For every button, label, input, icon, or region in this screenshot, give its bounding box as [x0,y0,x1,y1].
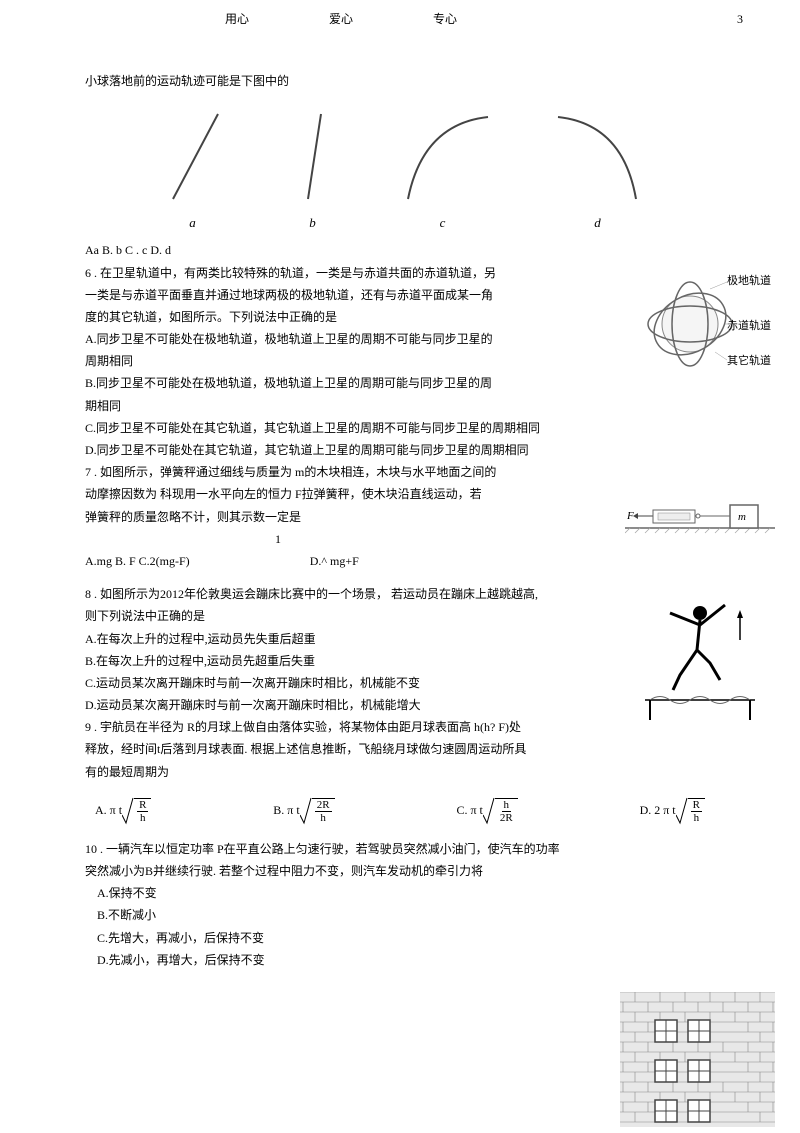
q6-line3: 度的其它轨道，如图所示。下列说法中正确的是 [85,308,715,327]
question-7: F m 7 . 如图所示，弹簧秤通过细线与质量为 m的木块相连，木块与水平地面之… [85,463,715,571]
trajectory-c-icon [393,109,493,204]
trajectory-label-c: c [393,213,493,234]
svg-text:赤道轨道: 赤道轨道 [727,318,771,332]
q7-line3: 弹簧秤的质量忽略不计，则其示数一定是 [85,508,715,527]
q7-options-left: A.mg B. F C.2(mg-F) [85,552,190,571]
q6-line2: 一类是与赤道平面垂直并通过地球两极的极地轨道，还有与赤道平面成某一角 [85,286,715,305]
q7-line1: 7 . 如图所示，弹簧秤通过细线与质量为 m的木块相连，木块与水平地面之间的 [85,463,715,482]
q9-line2: 释放，经时间t后落到月球表面. 根据上述信息推断，飞船绕月球做匀速圆周运动所具 [85,740,715,759]
header-text-2: 爱心 [329,10,353,29]
trajectory-label-a: a [153,213,233,234]
page-header: 用心 爱心 专心 3 [0,0,800,69]
question-8: 8 . 如图所示为2012年伦敦奥运会蹦床比赛中的一个场景， 若运动员在蹦床上越… [85,585,715,715]
q10-optC: C.先增大，再减小，后保持不变 [85,929,715,948]
trajectory-diagrams: a b c d [85,94,715,238]
svg-text:极地轨道: 极地轨道 [727,273,771,287]
trajectory-label-b: b [288,213,338,234]
q6-optA-2: 周期相同 [85,352,715,371]
q5-answers: Aa B. b C . c D. d [85,241,715,260]
q9-line3: 有的最短周期为 [85,763,715,782]
q8-optA: A.在每次上升的过程中,运动员先失重后超重 [85,630,715,649]
trajectory-label-d: d [548,213,648,234]
page-number: 3 [737,10,743,29]
q8-optC: C.运动员某次离开蹦床时与前一次离开蹦床时相比，机械能不变 [85,674,715,693]
svg-text:其它轨道: 其它轨道 [727,353,771,367]
q6-optB-2: 期相同 [85,397,715,416]
q10-optB: B.不断减小 [85,906,715,925]
spring-diagram: F m [625,493,775,544]
q8-optB: B.在每次上升的过程中,运动员先超重后失重 [85,652,715,671]
question-6: 极地轨道 赤道轨道 其它轨道 6 . 在卫星轨道中，有两类比较特殊的轨道，一类是… [85,264,715,461]
q9-line1: 9 . 宇航员在半径为 R的月球上做自由落体实验，将某物体由距月球表面高 h(h… [85,718,715,737]
trajectory-a-icon [153,109,233,204]
header-text-3: 专心 [433,10,457,29]
q9-optA: A. π t Rh [95,795,151,827]
q6-optA-1: A.同步卫星不可能处在极地轨道，极地轨道上卫星的周期不可能与同步卫星的 [85,330,715,349]
gymnast-diagram [645,595,755,731]
brick-wall-diagram [620,992,775,1133]
q6-optC: C.同步卫星不可能处在其它轨道，其它轨道上卫星的周期不可能与同步卫星的周期相同 [85,419,715,438]
intro-text: 小球落地前的运动轨迹可能是下图中的 [85,72,715,91]
svg-text:F: F [626,510,634,522]
trajectory-b-icon [288,109,338,204]
q6-optB-1: B.同步卫星不可能处在极地轨道，极地轨道上卫星的周期可能与同步卫星的周 [85,374,715,393]
q10-optA: A.保持不变 [85,884,715,903]
q8-line1: 8 . 如图所示为2012年伦敦奥运会蹦床比赛中的一个场景， 若运动员在蹦床上越… [85,585,715,604]
svg-text:m: m [738,511,746,523]
q6-line1: 6 . 在卫星轨道中，有两类比较特殊的轨道，一类是与赤道共面的赤道轨道，另 [85,264,715,283]
q9-optD: D. 2 π t Rh [640,795,705,827]
q8-optD: D.运动员某次离开蹦床时与前一次离开蹦床时相比，机械能增大 [85,696,715,715]
q10-optD: D.先减小，再增大，后保持不变 [85,951,715,970]
header-text-1: 用心 [225,10,249,29]
q7-line2: 动摩擦因数为 科现用一水平向左的恒力 F拉弹簧秤，使木块沿直线运动，若 [85,485,715,504]
trajectory-d-icon [548,109,648,204]
q9-optC: C. π t h2R [456,795,517,827]
q7-options-right: D.^ mg+F [310,552,359,571]
question-9: 9 . 宇航员在半径为 R的月球上做自由落体实验，将某物体由距月球表面高 h(h… [85,718,715,837]
question-10: 10 . 一辆汽车以恒定功率 P在平直公路上匀速行驶，若驾驶员突然减小油门，使汽… [85,840,715,970]
q6-optD: D.同步卫星不可能处在其它轨道，其它轨道上卫星的周期可能与同步卫星的周期相同 [85,441,715,460]
orbit-diagram: 极地轨道 赤道轨道 其它轨道 [635,264,775,390]
q9-optB: B. π t 2Rh [273,795,334,827]
q8-line2: 则下列说法中正确的是 [85,607,715,626]
q10-line2: 突然减小为B并继续行驶. 若整个过程中阻力不变，则汽车发动机的牵引力将 [85,862,715,881]
q10-line1: 10 . 一辆汽车以恒定功率 P在平直公路上匀速行驶，若驾驶员突然减小油门，使汽… [85,840,715,859]
